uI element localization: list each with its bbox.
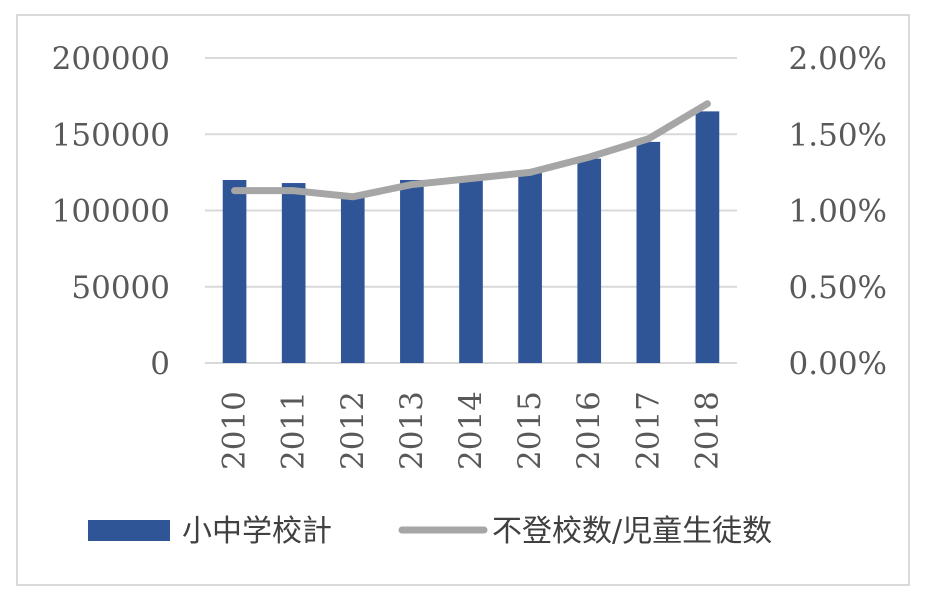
left-tick-label: 100000	[52, 194, 170, 230]
right-tick-label: 2.00%	[789, 41, 887, 77]
bar	[695, 111, 720, 363]
legend-label-bar: 小中学校計	[182, 514, 332, 549]
bar	[459, 176, 483, 363]
legend-label-line: 不登校数/児童生徒数	[492, 514, 772, 549]
x-axis: 2010 2011 2012 2013 2014 2015 2016 2017 2018	[217, 391, 726, 470]
x-tick-label: 2017	[630, 391, 666, 470]
x-tick-label: 2018	[689, 391, 725, 470]
x-tick-label: 2011	[276, 391, 312, 470]
x-tick-label: 2013	[394, 391, 430, 470]
bar	[577, 158, 602, 363]
left-tick-label: 150000	[52, 117, 170, 153]
legend-bar-swatch	[88, 520, 170, 541]
right-axis: 0.00% 0.50% 1.00% 1.50% 2.00%	[789, 41, 887, 382]
bar	[400, 180, 424, 363]
bar	[281, 183, 306, 363]
left-tick-label: 200000	[52, 41, 170, 77]
bar-series	[222, 111, 720, 363]
bar	[340, 195, 365, 363]
left-tick-label: 50000	[71, 270, 170, 306]
bar	[636, 141, 661, 363]
right-tick-label: 0.00%	[789, 346, 887, 382]
x-tick-label: 2014	[453, 391, 489, 470]
left-axis: 0 50000 100000 150000 200000	[52, 41, 170, 382]
bar	[518, 172, 542, 363]
x-tick-label: 2016	[571, 391, 607, 470]
x-tick-label: 2015	[512, 391, 548, 470]
right-tick-label: 1.50%	[789, 117, 887, 153]
right-tick-label: 0.50%	[789, 270, 887, 306]
line-series	[231, 100, 711, 201]
left-tick-label: 0	[150, 346, 170, 382]
legend: 小中学校計 不登校数/児童生徒数	[88, 514, 772, 549]
x-tick-label: 2012	[335, 391, 371, 470]
x-tick-label: 2010	[217, 391, 253, 470]
right-tick-label: 1.00%	[789, 194, 887, 230]
bar	[222, 180, 247, 363]
